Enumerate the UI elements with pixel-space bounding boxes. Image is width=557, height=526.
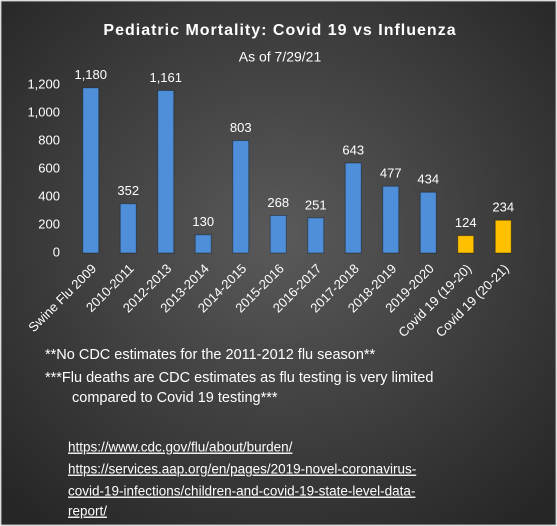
bar (119, 203, 137, 254)
link[interactable]: covid-19-infections/children-and-covid-1… (68, 484, 415, 499)
value-label: 434 (417, 172, 439, 187)
link[interactable]: https://services.aap.org/en/pages/2019-n… (68, 462, 416, 477)
y-tick-label: 200 (38, 216, 60, 231)
y-tick-label: 0 (53, 244, 60, 259)
bar (232, 140, 250, 254)
bar (419, 191, 437, 254)
link[interactable]: report/ (68, 504, 107, 519)
value-label: 251 (305, 197, 327, 212)
y-tick-label: 800 (38, 132, 60, 147)
y-tick-label: 600 (38, 160, 60, 175)
y-tick-label: 1,000 (27, 104, 60, 119)
bar (82, 87, 100, 254)
value-label: 803 (230, 120, 252, 135)
bar (157, 89, 175, 254)
bar (494, 219, 512, 254)
chart-title: Pediatric Mortality: Covid 19 vs Influen… (103, 22, 456, 39)
bar (269, 214, 287, 254)
value-label: 643 (342, 142, 364, 157)
chart-subtitle: As of 7/29/21 (239, 49, 322, 65)
bar (194, 234, 212, 254)
y-tick-label: 400 (38, 188, 60, 203)
link[interactable]: https://www.cdc.gov/flu/about/burden/ (68, 440, 293, 455)
value-label: 1,161 (149, 70, 182, 85)
bar (382, 185, 400, 254)
value-label: 268 (267, 195, 289, 210)
note: **No CDC estimates for the 2011-2012 flu… (45, 347, 376, 363)
value-label: 130 (192, 214, 214, 229)
value-label: 234 (492, 200, 514, 215)
value-label: 352 (117, 183, 139, 198)
note: ***Flu deaths are CDC estimates as flu t… (45, 370, 433, 386)
bar (344, 162, 362, 254)
note: compared to Covid 19 testing*** (72, 390, 278, 406)
bar (307, 217, 325, 254)
value-label: 1,180 (74, 67, 107, 82)
y-tick-label: 1,200 (27, 76, 60, 91)
bar (457, 235, 475, 254)
value-label: 477 (380, 166, 402, 181)
value-label: 124 (455, 215, 477, 230)
